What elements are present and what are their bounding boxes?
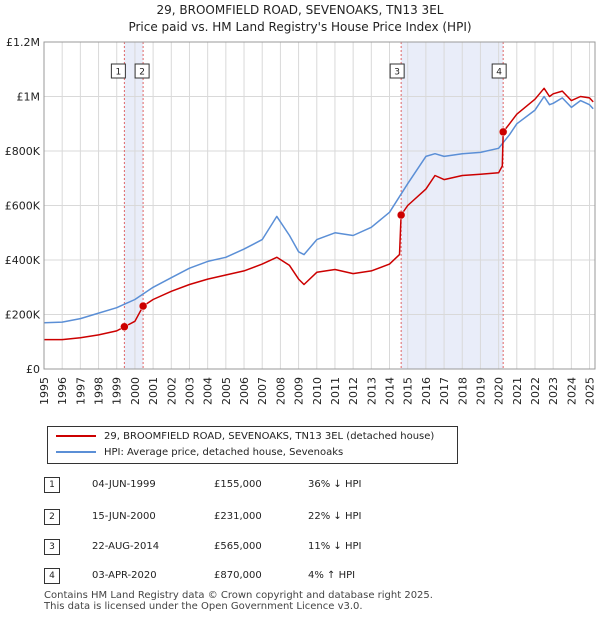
sale-date: 15-JUN-2000 — [92, 511, 156, 522]
x-tick-label-2008: 2008 — [274, 377, 287, 405]
sale-point-3 — [396, 210, 406, 220]
x-tick-label-2002: 2002 — [165, 377, 178, 405]
x-tick-label-2021: 2021 — [511, 377, 524, 405]
x-tick-label-2016: 2016 — [420, 377, 433, 405]
sale-number-badge: 2 — [44, 509, 60, 525]
x-tick-label-1997: 1997 — [74, 377, 87, 405]
x-tick-label-2001: 2001 — [147, 377, 160, 405]
x-tick-label-2003: 2003 — [183, 377, 196, 405]
x-tick-label-2000: 2000 — [129, 377, 142, 405]
x-tick-label-2009: 2009 — [293, 377, 306, 405]
x-tick-label-1995: 1995 — [38, 377, 51, 405]
y-tick-label-1: £200K — [5, 309, 41, 322]
footer-attribution: Contains HM Land Registry data © Crown c… — [44, 590, 433, 612]
x-tick-label-2011: 2011 — [329, 377, 342, 405]
sale-point-2 — [138, 301, 148, 311]
x-tick-label-2005: 2005 — [220, 377, 233, 405]
x-tick-label-2014: 2014 — [384, 377, 397, 405]
x-tick-label-2024: 2024 — [565, 377, 578, 405]
hpi-series-line — [43, 95, 594, 324]
sale-row-3: 3 22-AUG-2014 £565,000 11% ↓ HPI — [40, 537, 460, 557]
y-tick-label-2: £400K — [5, 254, 41, 267]
x-tick-label-1996: 1996 — [56, 377, 69, 405]
footer-line-copyright: Contains HM Land Registry data © Crown c… — [44, 590, 433, 601]
y-tick-label-0: £0 — [26, 363, 40, 376]
sale-row-1: 1 04-JUN-1999 £155,000 36% ↓ HPI — [40, 475, 460, 495]
sale-price: £231,000 — [214, 511, 262, 522]
legend-swatch-property — [56, 435, 96, 437]
y-tick-label-4: £800K — [5, 145, 41, 158]
sale-number-badge: 4 — [44, 568, 60, 584]
x-tick-label-1999: 1999 — [111, 377, 124, 405]
chart-sale-box-label-4: 4 — [496, 68, 502, 78]
sale-hpi-diff: 4% ↑ HPI — [308, 570, 356, 581]
sale-number-badge: 1 — [44, 477, 60, 493]
x-tick-label-2019: 2019 — [474, 377, 487, 405]
plot-border — [43, 41, 596, 370]
x-tick-label-2007: 2007 — [256, 377, 269, 405]
x-tick-label-2018: 2018 — [456, 377, 469, 405]
x-tick-label-2006: 2006 — [238, 377, 251, 405]
chart-subtitle: Price paid vs. HM Land Registry's House … — [128, 20, 471, 34]
chart-sale-box-label-3: 3 — [394, 68, 400, 78]
y-tick-label-3: £600K — [5, 200, 41, 213]
sale-row-4: 4 03-APR-2020 £870,000 4% ↑ HPI — [40, 566, 460, 586]
sale-price: £155,000 — [214, 479, 262, 490]
x-tick-label-2013: 2013 — [365, 377, 378, 405]
sale-number-badge: 3 — [44, 539, 60, 555]
legend-item-property: 29, BROOMFIELD ROAD, SEVENOAKS, TN13 3EL… — [56, 429, 434, 445]
sale-price: £565,000 — [214, 541, 262, 552]
legend-item-hpi: HPI: Average price, detached house, Seve… — [56, 445, 343, 461]
x-tick-label-2022: 2022 — [529, 377, 542, 405]
sale-row-2: 2 15-JUN-2000 £231,000 22% ↓ HPI — [40, 507, 460, 527]
x-tick-label-2020: 2020 — [493, 377, 506, 405]
chart-sale-box-2 — [134, 63, 150, 79]
x-tick-label-2025: 2025 — [584, 377, 597, 405]
sale-price: £870,000 — [214, 570, 262, 581]
sale-date: 22-AUG-2014 — [92, 541, 160, 552]
sale-point-1 — [120, 322, 129, 332]
sale-hpi-diff: 11% ↓ HPI — [308, 541, 362, 552]
legend-label-property: 29, BROOMFIELD ROAD, SEVENOAKS, TN13 3EL… — [104, 431, 435, 442]
x-tick-label-1998: 1998 — [93, 377, 106, 405]
sale-hpi-diff: 22% ↓ HPI — [308, 511, 362, 522]
sale-date: 04-JUN-1999 — [92, 479, 156, 490]
legend-label-hpi: HPI: Average price, detached house, Seve… — [104, 447, 344, 458]
x-tick-label-2015: 2015 — [402, 377, 415, 405]
sale-hpi-diff: 36% ↓ HPI — [308, 479, 362, 490]
chart-sale-box-4 — [491, 63, 507, 79]
x-tick-label-2023: 2023 — [547, 377, 560, 405]
chart-sale-box-1 — [110, 63, 126, 79]
y-tick-label-5: £1M — [17, 91, 41, 104]
sale-date: 03-APR-2020 — [92, 570, 157, 581]
footer-line-licence: This data is licensed under the Open Gov… — [44, 601, 363, 612]
property-series-line — [44, 87, 594, 341]
x-tick-label-2004: 2004 — [202, 377, 215, 405]
chart-title: 29, BROOMFIELD ROAD, SEVENOAKS, TN13 3EL — [157, 3, 444, 17]
x-tick-label-2010: 2010 — [311, 377, 324, 405]
x-tick-label-2012: 2012 — [347, 377, 360, 405]
legend-swatch-hpi — [56, 451, 96, 453]
chart-sale-box-label-2: 2 — [139, 68, 145, 78]
chart-legend: 29, BROOMFIELD ROAD, SEVENOAKS, TN13 3EL… — [47, 426, 458, 464]
x-tick-label-2017: 2017 — [438, 377, 451, 405]
y-tick-label-6: £1.2M — [6, 36, 40, 49]
chart-sale-box-label-1: 1 — [116, 68, 122, 78]
price-chart: 29, BROOMFIELD ROAD, SEVENOAKS, TN13 3EL… — [5, 3, 597, 405]
sale-point-4 — [498, 127, 508, 137]
chart-sale-box-3 — [389, 63, 405, 79]
plot-area: 1 2 3 4 £0 £200K £400K £600K £800K £1M £1.2M 1995 19… — [5, 36, 597, 405]
